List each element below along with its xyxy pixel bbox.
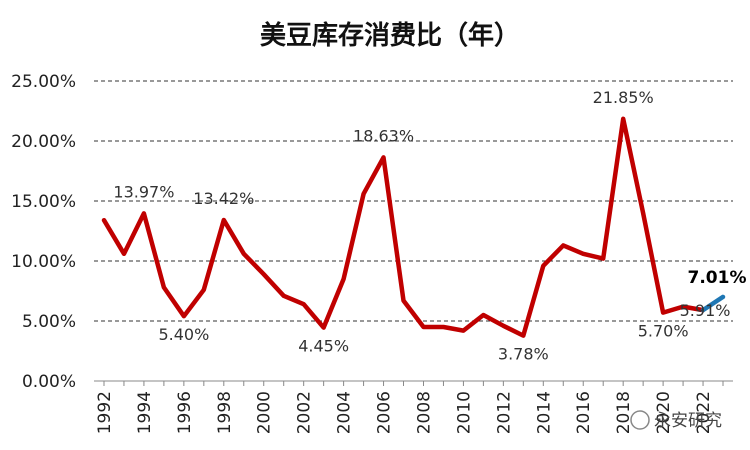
x-tick-label: 2010 — [454, 391, 474, 434]
data-labels: 13.97% 5.40% 13.42% 4.45% 18.63% 3.78% 21.85% 5… — [113, 88, 746, 364]
data-label: 7.01% — [688, 268, 747, 288]
y-tick-label: 20.00% — [11, 132, 76, 152]
watermark-text: 永安研究 — [654, 411, 722, 431]
x-tick-label: 2014 — [534, 391, 554, 434]
data-label: 3.78% — [498, 345, 549, 364]
watermark: 永安研究 — [630, 410, 722, 431]
data-label: 4.45% — [298, 337, 349, 356]
grid — [94, 80, 733, 322]
data-label: 21.85% — [593, 88, 654, 107]
y-tick-label: 10.00% — [11, 252, 76, 272]
x-tick-label: 2016 — [574, 391, 594, 434]
x-tick-label: 2004 — [335, 391, 355, 434]
series-line-2 — [700, 294, 726, 313]
x-axis: 1992 1994 1996 1998 2000 2002 2004 2006 2008 2010… — [94, 380, 733, 434]
x-tick-label: 2012 — [494, 391, 514, 434]
y-axis: 0.00% 5.00% 10.00% 15.00% 20.00% 25.00% — [11, 72, 76, 392]
x-tick-label: 2000 — [255, 391, 275, 434]
data-label: 18.63% — [353, 126, 414, 145]
x-tick-label: 2022 — [694, 391, 714, 434]
series-line-1 — [101, 116, 706, 338]
y-tick-label: 0.00% — [22, 372, 76, 392]
y-tick-label: 15.00% — [11, 192, 76, 212]
data-label: 13.42% — [193, 189, 254, 208]
y-tick-label: 5.00% — [22, 312, 76, 332]
x-tick-label: 1992 — [95, 391, 115, 434]
data-label: 5.91% — [680, 301, 731, 320]
series-lines — [101, 116, 726, 338]
data-label: 5.70% — [638, 322, 689, 341]
x-tick-label: 1998 — [215, 391, 235, 434]
x-tick-label: 1994 — [135, 391, 155, 434]
y-tick-label: 25.00% — [11, 72, 76, 92]
data-label: 5.40% — [158, 325, 209, 344]
x-tick-label: 2020 — [654, 391, 674, 434]
x-tick-label: 1996 — [175, 391, 195, 434]
x-tick-label: 2006 — [375, 391, 395, 434]
x-tick-label: 2018 — [614, 391, 634, 434]
data-label: 13.97% — [113, 182, 174, 201]
x-tick-label: 2008 — [414, 391, 434, 434]
wechat-icon — [630, 410, 650, 430]
x-tick-label: 2002 — [295, 391, 315, 434]
chart-title: 美豆库存消费比（年） — [260, 20, 520, 51]
